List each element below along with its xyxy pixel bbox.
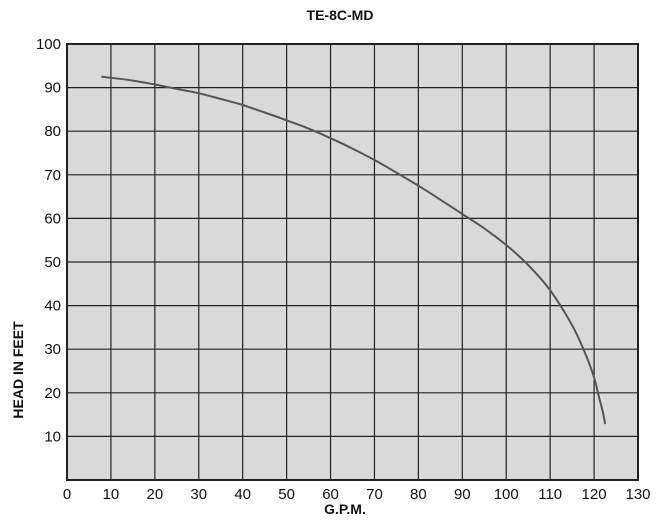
x-tick-label: 10 bbox=[103, 486, 120, 503]
x-tick-label: 120 bbox=[582, 486, 607, 503]
x-tick-label: 60 bbox=[322, 486, 339, 503]
x-tick-label: 30 bbox=[190, 486, 207, 503]
y-tick-label: 60 bbox=[44, 210, 61, 227]
x-tick-label: 80 bbox=[410, 486, 427, 503]
y-tick-label: 70 bbox=[44, 167, 61, 184]
grid bbox=[66, 43, 639, 480]
x-tick-label: 0 bbox=[63, 486, 71, 503]
x-tick-label: 100 bbox=[494, 486, 519, 503]
pump-curve-line bbox=[101, 75, 607, 425]
plot-area bbox=[66, 43, 639, 481]
x-tick-label: 20 bbox=[147, 486, 164, 503]
x-tick-label: 50 bbox=[278, 486, 295, 503]
chart-title: TE-8C-MD bbox=[307, 7, 374, 23]
x-tick-label: 40 bbox=[234, 486, 251, 503]
y-tick-label: 100 bbox=[36, 36, 61, 53]
y-tick-label: 90 bbox=[44, 80, 61, 97]
y-axis-label: HEAD IN FEET bbox=[10, 321, 26, 419]
x-tick-label: 70 bbox=[366, 486, 383, 503]
y-tick-label: 50 bbox=[44, 254, 61, 271]
x-tick-label: 90 bbox=[454, 486, 471, 503]
y-tick-label: 20 bbox=[44, 385, 61, 402]
x-tick-label: 130 bbox=[625, 486, 650, 503]
y-tick-label: 10 bbox=[44, 428, 61, 445]
x-axis-label: G.P.M. bbox=[324, 501, 366, 517]
y-tick-label: 30 bbox=[44, 341, 61, 358]
y-tick-label: 40 bbox=[44, 298, 61, 315]
plot-frame bbox=[66, 43, 639, 481]
y-axis-ticks: 10 20 30 40 50 60 70 80 90 100 bbox=[36, 36, 61, 445]
y-tick-label: 80 bbox=[44, 123, 61, 140]
x-axis-ticks: 0 10 20 30 40 50 60 70 80 90 100 110 120 130 bbox=[63, 486, 651, 503]
x-tick-label: 110 bbox=[538, 486, 562, 503]
